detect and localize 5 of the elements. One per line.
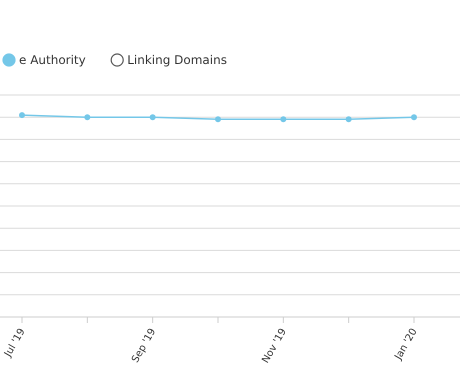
x-tick-label: Sep '19: [130, 326, 158, 365]
legend-label: e Authority: [19, 53, 86, 67]
x-tick-label: Jul '19: [2, 326, 28, 360]
legend-label: Linking Domains: [127, 53, 227, 67]
x-tick-label: Jan '20: [392, 326, 420, 363]
